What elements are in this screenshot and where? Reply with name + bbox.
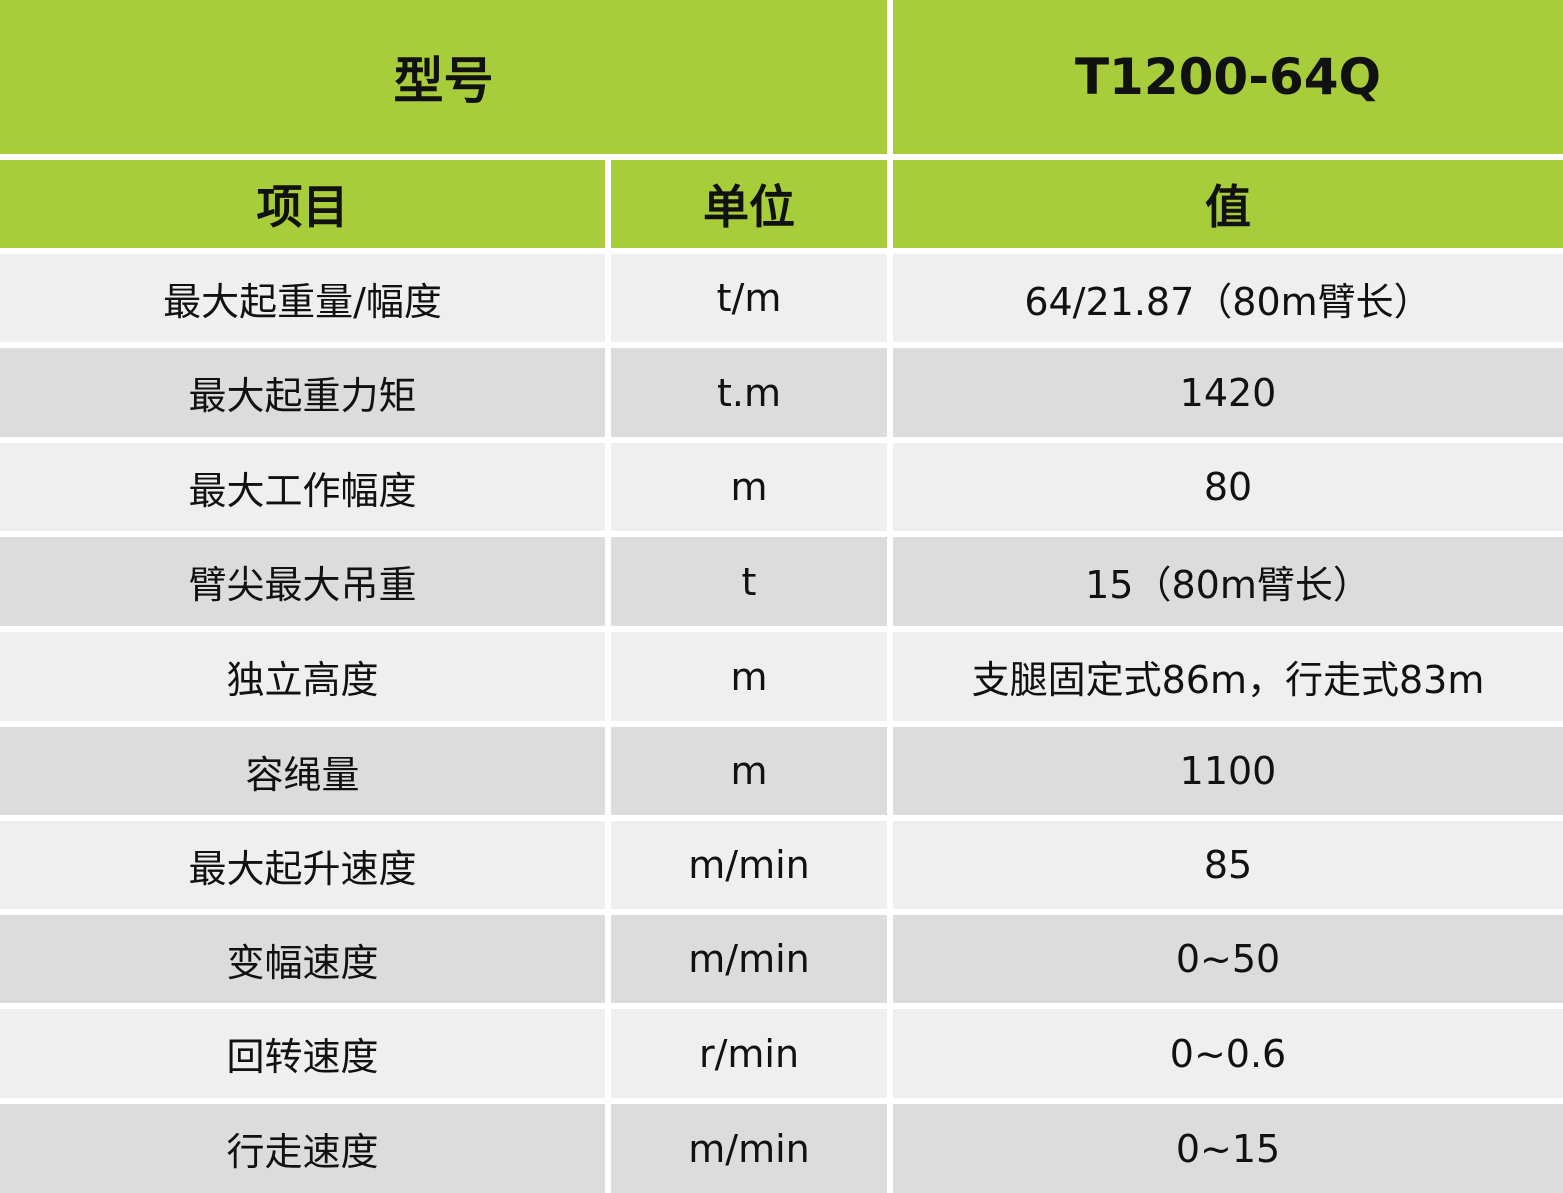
table-cell-value: 64/21.87（80m臂长） [893,254,1563,342]
table-cell-value: 0~0.6 [893,1009,1563,1098]
table-cell-value: 85 [893,821,1563,909]
table-cell-value: 1100 [893,727,1563,815]
table-cell-unit: t.m [611,348,887,437]
table-cell-unit: m [611,632,887,721]
table-cell-item: 臂尖最大吊重 [0,537,605,626]
table-cell-unit: m/min [611,915,887,1003]
table-cell-item: 独立高度 [0,632,605,721]
table-cell-item: 回转速度 [0,1009,605,1098]
table-cell-item: 最大起重量/幅度 [0,254,605,342]
table-cell-unit: r/min [611,1009,887,1098]
table-cell-value: 80 [893,443,1563,531]
column-header-item: 项目 [0,160,605,248]
table-cell-unit: t [611,537,887,626]
table-cell-item: 变幅速度 [0,915,605,1003]
table-cell-value: 0~15 [893,1104,1563,1193]
table-cell-item: 最大起升速度 [0,821,605,909]
table-cell-value: 15（80m臂长） [893,537,1563,626]
table-cell-value: 支腿固定式86m，行走式83m [893,632,1563,721]
table-cell-value: 1420 [893,348,1563,437]
table-cell-unit: t/m [611,254,887,342]
table-cell-item: 容绳量 [0,727,605,815]
table-cell-unit: m/min [611,821,887,909]
column-header-unit: 单位 [611,160,887,248]
table-cell-item: 行走速度 [0,1104,605,1193]
table-cell-value: 0~50 [893,915,1563,1003]
table-cell-unit: m/min [611,1104,887,1193]
table-cell-item: 最大起重力矩 [0,348,605,437]
model-label: 型号 [0,0,887,154]
table-cell-item: 最大工作幅度 [0,443,605,531]
model-value: T1200-64Q [893,0,1563,154]
table-cell-unit: m [611,443,887,531]
table-cell-unit: m [611,727,887,815]
column-header-value: 值 [893,160,1563,248]
